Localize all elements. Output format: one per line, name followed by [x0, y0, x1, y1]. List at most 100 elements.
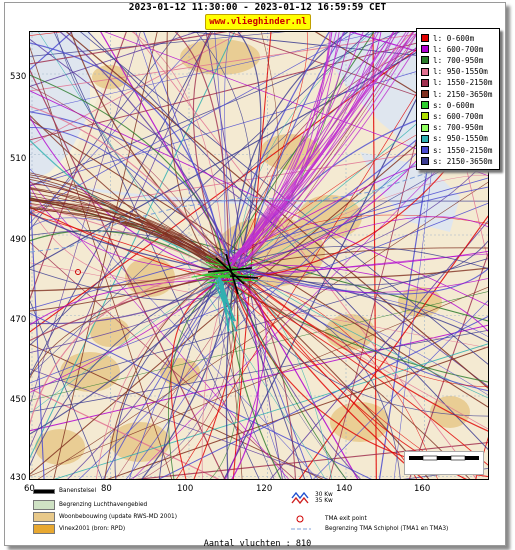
flight-track: [30, 32, 213, 376]
flight-track: [223, 279, 488, 466]
flight-track: [30, 74, 228, 274]
flight-track: [30, 368, 329, 479]
key-tma-exit: TMA exit point: [295, 514, 367, 524]
flight-track: [30, 32, 243, 146]
flight-track: [30, 111, 233, 265]
legend-swatch: [421, 67, 429, 76]
flight-track: [201, 263, 238, 479]
flight-track: [30, 32, 286, 57]
legend-label: s: 950-1550m: [433, 134, 488, 144]
flight-track: [234, 216, 488, 274]
flight-track: [30, 279, 230, 435]
flight-track: [234, 32, 419, 272]
scale-ruler: [409, 455, 479, 461]
flight-track: [225, 271, 362, 479]
flight-track: [239, 267, 488, 295]
flight-track: [207, 279, 250, 284]
flight-track: [131, 32, 227, 280]
scale-bar: [404, 451, 484, 475]
legend-label: s: 1550-2150m: [433, 145, 493, 155]
x-tick-80: 80: [101, 484, 112, 494]
flight-track: [141, 276, 235, 479]
runway-label: Banenstelsel: [59, 488, 97, 494]
legend-entry: l: 950-1550m: [421, 67, 488, 77]
legend-label: l: 1550-2150m: [433, 78, 493, 88]
y-tick-490: 490: [10, 235, 27, 245]
flight-track: [30, 32, 207, 224]
flight-track: [30, 90, 488, 306]
y-tick-510: 510: [10, 154, 27, 164]
flight-track: [226, 32, 330, 267]
flight-track: [30, 206, 225, 282]
legend-entry: l: 600-700m: [421, 44, 483, 54]
flight-track: [30, 46, 173, 479]
legend-label: s: 2150-3650m: [433, 156, 493, 166]
flight-track: [230, 32, 419, 265]
flight-track: [30, 266, 240, 342]
date-range-title: 2023-01-12 11:30:00 - 2023-01-12 16:59:5…: [128, 2, 387, 13]
legend-swatch: [421, 45, 429, 54]
flight-track: [30, 83, 488, 475]
flight-track: [30, 32, 64, 36]
x-tick-60: 60: [24, 484, 35, 494]
flight-track: [53, 32, 158, 479]
flight-track: [226, 32, 395, 272]
flight-track: [195, 32, 252, 267]
key-runway: Banenstelsel: [33, 488, 96, 494]
flight-track: [114, 280, 230, 479]
flight-track: [30, 127, 227, 263]
legend-swatch: [421, 112, 429, 121]
flight-track: [30, 214, 226, 277]
flight-track: [225, 32, 407, 263]
key-tma-limit: Begrenzing TMA Schiphol (TMA1 en TMA3): [291, 526, 448, 532]
x-tick-100: 100: [177, 484, 194, 494]
legend-entry: l: 1550-2150m: [421, 78, 492, 88]
flight-track: [59, 32, 239, 267]
legend-entry: l: 2150-3650m: [421, 89, 492, 99]
flight-track: [170, 278, 228, 479]
flight-track: [298, 215, 488, 479]
flight-track: [95, 268, 236, 479]
flight-track: [158, 315, 488, 479]
flight-track: [229, 214, 488, 266]
legend-swatch: [421, 123, 429, 132]
website-badge[interactable]: www.vlieghinder.nl: [205, 14, 311, 30]
flight-track: [30, 271, 231, 467]
legend-entry: l: 0-600m: [421, 33, 474, 43]
legend-entry: l: 700-950m: [421, 55, 483, 65]
flight-track: [207, 265, 252, 279]
tma-exit-label: TMA exit point: [325, 516, 367, 522]
flight-track: [233, 32, 414, 264]
flight-track: [227, 277, 488, 338]
wind-top-label: 30 Kw: [315, 492, 333, 498]
flight-track: [30, 192, 237, 276]
flight-track: [30, 206, 223, 274]
legend-swatch: [421, 146, 429, 154]
flight-track: [231, 32, 279, 276]
flight-track: [238, 262, 488, 293]
tma-exit-point: [75, 269, 81, 275]
flight-track: [215, 278, 237, 322]
flight-track: [30, 32, 236, 459]
flight-track: [30, 268, 240, 301]
flight-track: [174, 32, 229, 273]
legend-label: s: 700-950m: [433, 123, 484, 133]
flight-track: [236, 245, 488, 270]
key-housing: Woonbebouwing (update RWS-MD 2001): [33, 512, 177, 522]
flight-track: [30, 343, 324, 479]
flight-track: [224, 280, 267, 479]
key-airport-limit: Begrenzing Luchthavengebied: [33, 500, 147, 510]
runway-swatch: [33, 488, 55, 494]
x-tick-160: 160: [414, 484, 431, 494]
flight-track: [226, 264, 488, 387]
flight-track: [87, 32, 488, 450]
legend-label: l: 700-950m: [433, 55, 484, 65]
legend-label: l: 2150-3650m: [433, 89, 493, 99]
legend-swatch: [421, 134, 429, 143]
vinex-label: Vinex2001 (bron: RPD): [59, 526, 126, 532]
legend-label: s: 0-600m: [433, 100, 475, 110]
key-vinex: Vinex2001 (bron: RPD): [33, 524, 125, 534]
flight-track: [102, 277, 223, 479]
flight-track: [115, 32, 419, 479]
runway: [215, 257, 245, 285]
